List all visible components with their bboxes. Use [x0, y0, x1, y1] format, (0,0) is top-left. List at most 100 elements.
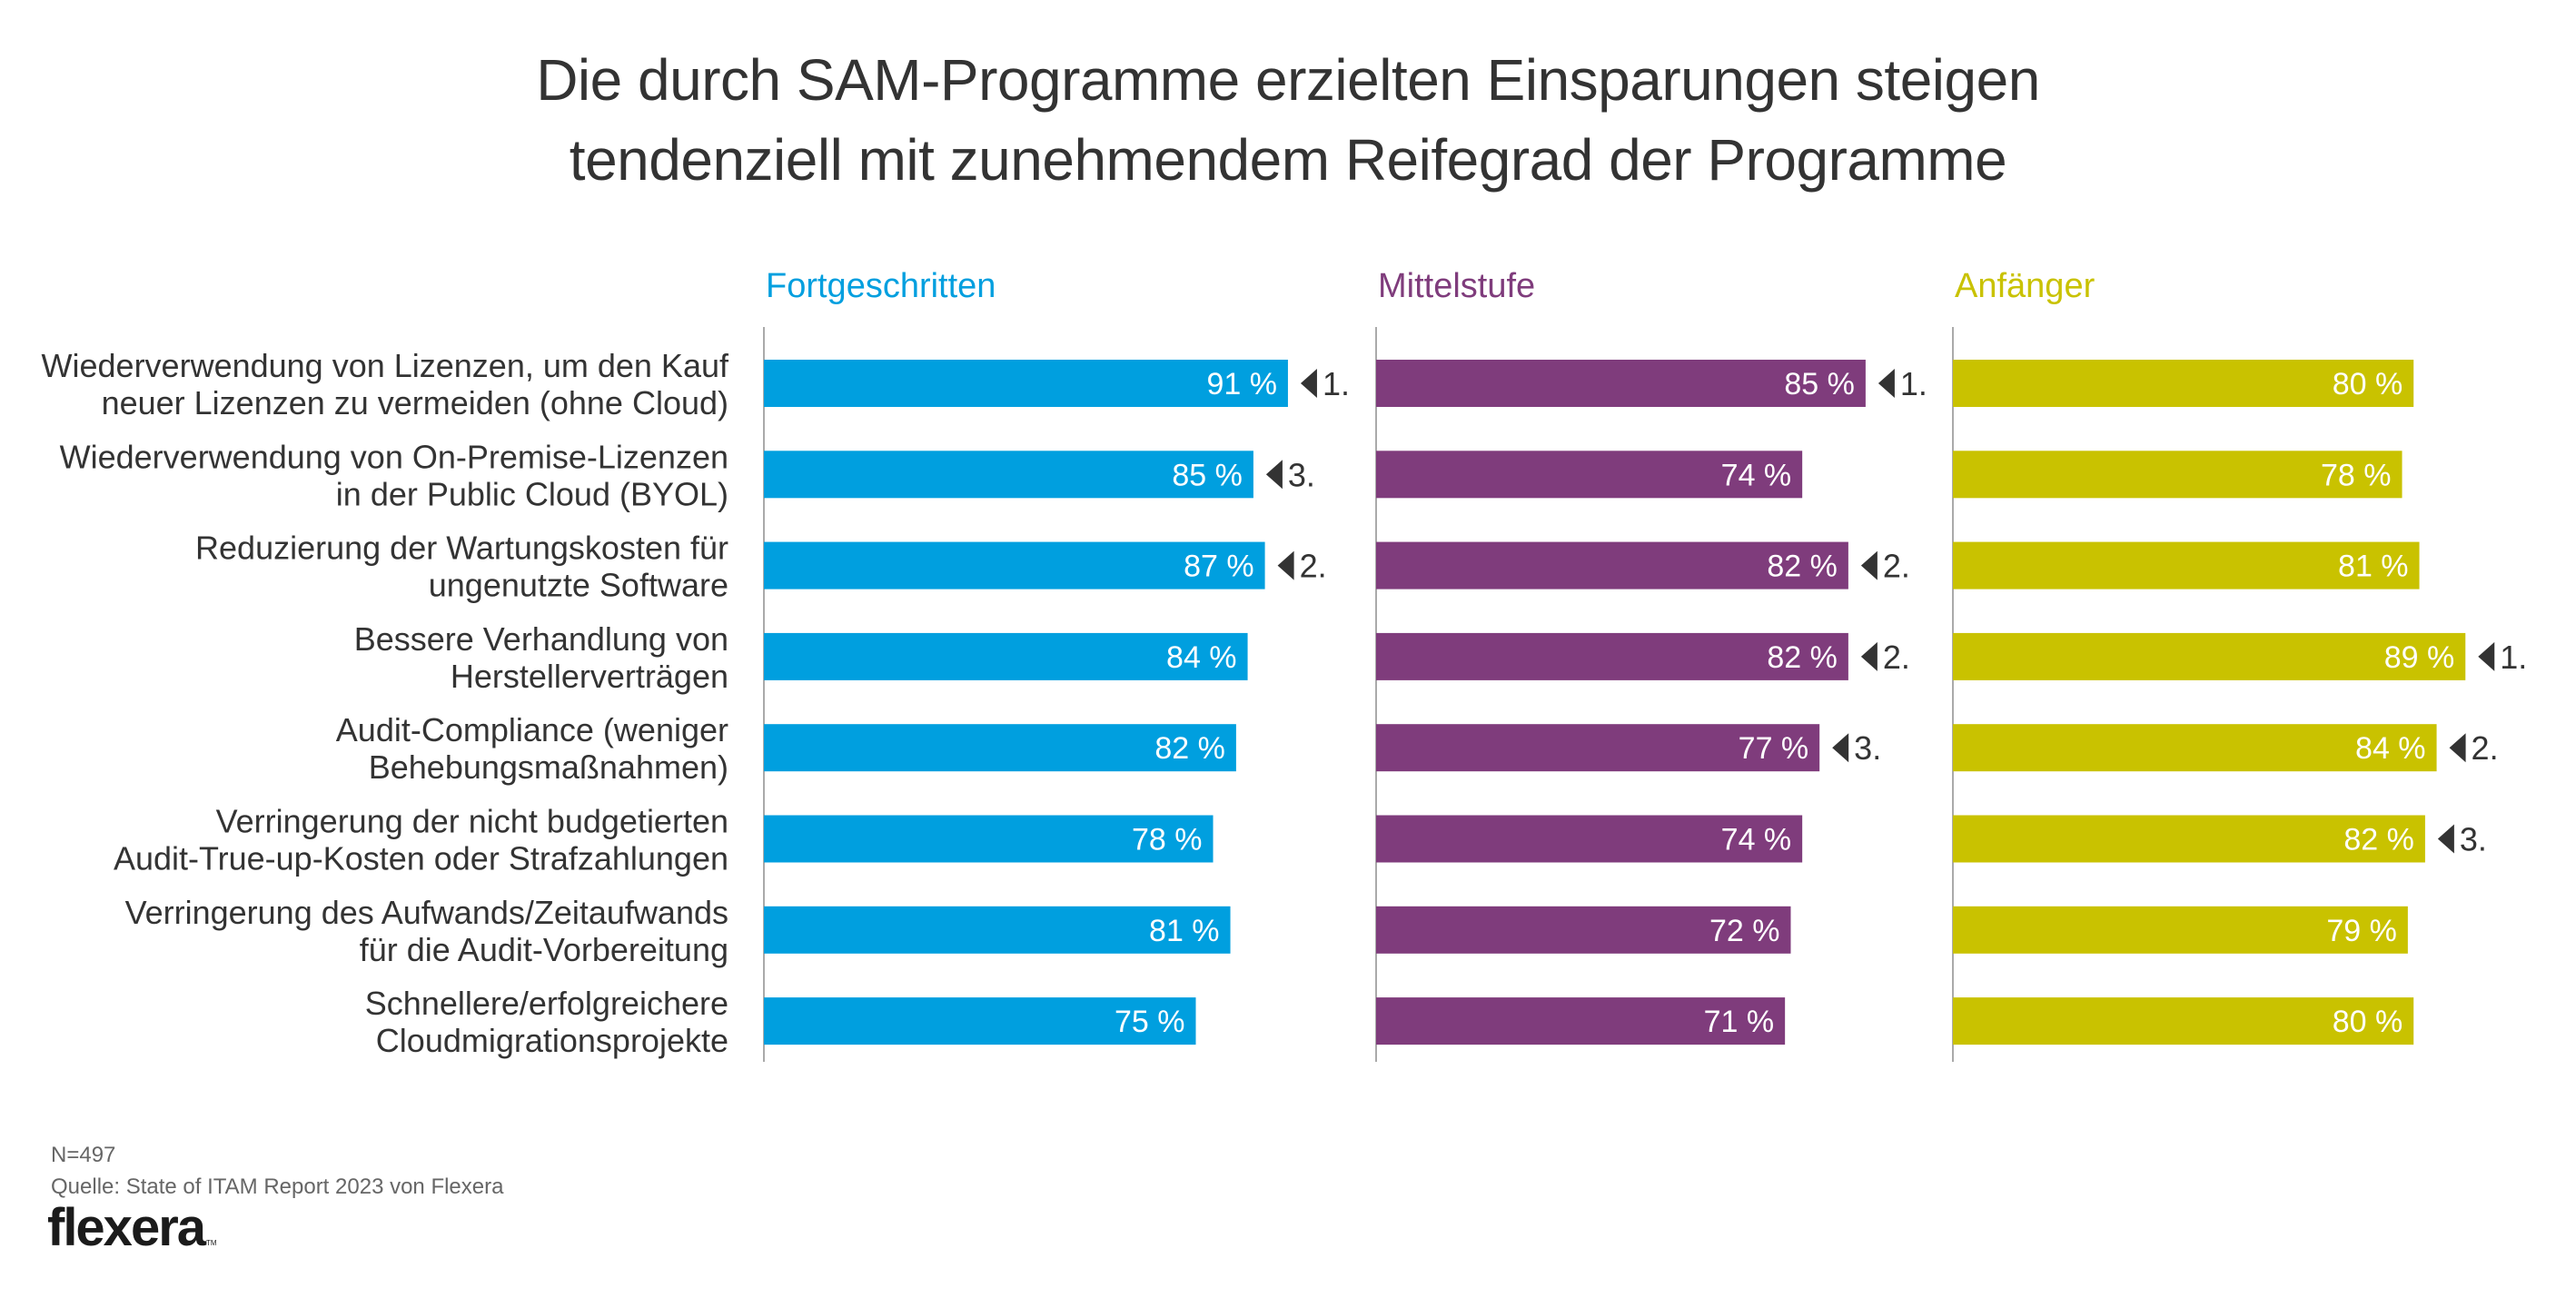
sample-size: N=497 [51, 1143, 116, 1167]
value-label: 74 % [1721, 823, 1792, 857]
rank-label: 2. [1883, 548, 1910, 585]
rank-marker-icon [1878, 369, 1895, 398]
footer-notes: N=497 Quelle: State of ITAM Report 2023 … [51, 1139, 503, 1203]
category-label-line: in der Public Cloud (BYOL) [336, 475, 728, 512]
series-header: Fortgeschritten [766, 267, 996, 305]
bar [764, 632, 1248, 680]
bar [1953, 724, 2437, 772]
rank-marker-icon [1860, 641, 1878, 671]
value-label: 82 % [1767, 640, 1838, 675]
value-label: 78 % [2321, 458, 2392, 492]
value-label: 87 % [1184, 550, 1254, 584]
value-label: 82 % [1154, 731, 1225, 766]
bar [1376, 997, 1786, 1045]
rank-marker-icon [1265, 460, 1283, 490]
category-label-line: Cloudmigrationsprojekte [376, 1022, 728, 1059]
rank-label: 3. [2460, 821, 2487, 858]
category-label-line: Behebungsmaßnahmen) [369, 748, 728, 786]
bar [1376, 360, 1866, 407]
bar [764, 724, 1236, 772]
bar [764, 997, 1196, 1045]
value-label: 89 % [2384, 640, 2455, 675]
category-label: Reduzierung der Wartungskosten für ungenu… [195, 530, 728, 604]
bar [1376, 451, 1803, 499]
rank-label: 2. [1883, 639, 1910, 676]
value-label: 71 % [1704, 1005, 1775, 1039]
value-label: 82 % [2343, 823, 2414, 857]
category-label: Schnellere/erfolgreichere Cloudmigrations… [365, 985, 728, 1059]
value-label: 82 % [1767, 550, 1838, 584]
bar [1953, 541, 2420, 590]
value-label: 85 % [1172, 458, 1243, 492]
value-label: 84 % [1166, 640, 1237, 675]
category-label-line: ungenutzte Software [429, 567, 728, 604]
series-header: Mittelstufe [1378, 267, 1535, 305]
flexera-logo: flexera TM [47, 1201, 217, 1271]
value-label: 91 % [1206, 367, 1277, 401]
rank-label: 3. [1854, 729, 1881, 767]
rank-marker-icon [1277, 550, 1294, 580]
category-label-line: Herstellerverträgen [451, 658, 728, 695]
category-label-line: neuer Lizenzen zu vermeiden (ohne Cloud) [102, 384, 728, 421]
bar [764, 451, 1253, 499]
bar [764, 906, 1231, 954]
value-label: 75 % [1115, 1005, 1185, 1039]
category-label-line: Wiederverwendung von On-Premise-Lizenzen [60, 438, 728, 475]
value-label: 84 % [2355, 731, 2426, 766]
value-label: 79 % [2326, 914, 2397, 948]
category-label-line: für die Audit-Vorbereitung [360, 931, 728, 968]
bar [1953, 815, 2425, 863]
category-label: Verringerung des Aufwands/Zeitaufwands fü… [125, 894, 728, 968]
value-label: 80 % [2333, 367, 2403, 401]
rank-marker-icon [2478, 641, 2495, 671]
rank-label: 2. [1300, 548, 1327, 585]
bar [764, 541, 1265, 590]
bar [1376, 632, 1848, 680]
rank-marker-icon [2449, 733, 2466, 763]
rank-label: 3. [1288, 456, 1315, 493]
trademark-mark: TM [206, 1239, 217, 1247]
bar [1953, 906, 2408, 954]
rank-label: 1. [2500, 639, 2527, 676]
category-label-line: Bessere Verhandlung von [354, 620, 728, 658]
bar [764, 815, 1214, 863]
value-label: 80 % [2333, 1005, 2403, 1039]
bar [1953, 997, 2414, 1045]
bar [1953, 451, 2403, 499]
chart-title: Die durch SAM-Programme erzielten Einspa… [0, 40, 2576, 200]
value-label: 74 % [1721, 458, 1792, 492]
value-label: 85 % [1784, 367, 1855, 401]
value-label: 78 % [1132, 823, 1203, 857]
value-label: 77 % [1739, 731, 1809, 766]
category-label: Wiederverwendung von Lizenzen, um den Ka… [42, 347, 729, 421]
category-label: Bessere Verhandlung von Herstellerverträg… [354, 620, 728, 695]
value-label: 81 % [1149, 914, 1220, 948]
rank-marker-icon [1300, 369, 1317, 398]
bar [1376, 724, 1820, 772]
source-note: Quelle: State of ITAM Report 2023 von Fl… [51, 1174, 504, 1199]
rank-marker-icon [1832, 733, 1849, 763]
bar [1376, 541, 1848, 590]
bar [1953, 360, 2414, 407]
category-label-line: Audit-Compliance (weniger [336, 711, 728, 748]
bar [1953, 632, 2466, 680]
category-label-line: Verringerung der nicht budgetierten [216, 803, 728, 840]
value-label: 72 % [1709, 914, 1780, 948]
logo-wordmark: flexera [47, 1198, 206, 1257]
rank-label: 1. [1323, 365, 1350, 402]
bar [764, 360, 1288, 407]
category-label-line: Wiederverwendung von Lizenzen, um den Ka… [42, 347, 729, 384]
rank-label: 1. [1900, 365, 1927, 402]
value-label: 81 % [2338, 550, 2409, 584]
category-label: Wiederverwendung von On-Premise-Lizenzen… [60, 438, 728, 512]
series-header: Anfänger [1955, 267, 2095, 305]
bar [1376, 815, 1803, 863]
category-label-line: Verringerung des Aufwands/Zeitaufwands [125, 894, 728, 931]
rank-marker-icon [2437, 824, 2454, 854]
rank-label: 2. [2472, 729, 2499, 767]
category-label: Audit-Compliance (weniger Behebungsmaßnah… [336, 711, 728, 786]
chart-title-line-2: tendenziell mit zunehmendem Reifegrad de… [569, 127, 2007, 193]
category-label-line: Schnellere/erfolgreichere [365, 985, 728, 1022]
rank-marker-icon [1860, 550, 1878, 580]
